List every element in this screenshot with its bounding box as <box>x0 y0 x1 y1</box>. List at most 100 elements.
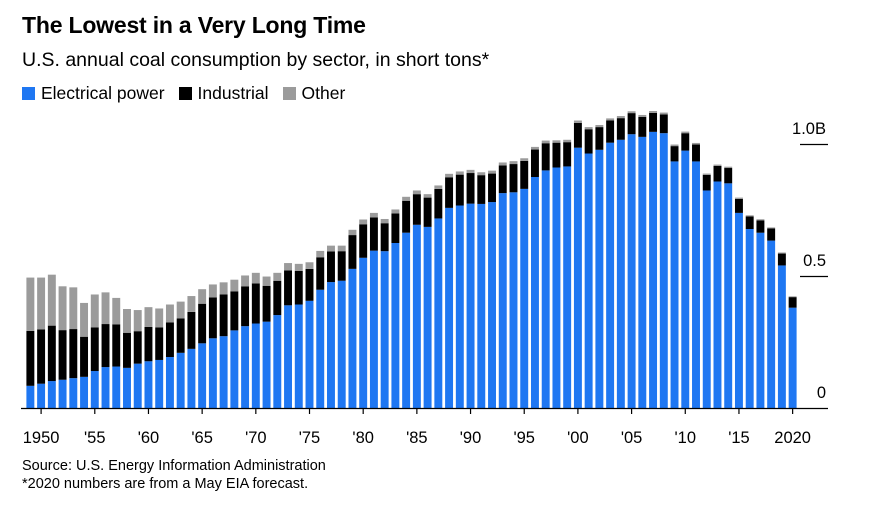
bar-other-1988 <box>445 173 454 178</box>
bar-other-1984 <box>402 196 411 201</box>
bar-other-1957 <box>112 297 121 325</box>
bar-industrial-2020 <box>788 297 797 308</box>
legend-item-other: Other <box>282 83 345 104</box>
bar-other-1956 <box>101 292 110 325</box>
x-tick-label-2010: '10 <box>675 429 697 447</box>
bar-industrial-1972 <box>273 280 282 316</box>
bar-other-2015 <box>734 197 743 199</box>
bar-other-2010 <box>681 131 690 134</box>
bar-other-1954 <box>80 302 89 337</box>
bar-electrical-power-1958 <box>123 367 131 408</box>
bar-industrial-1986 <box>423 197 432 227</box>
bar-other-1990 <box>466 169 475 174</box>
bar-electrical-power-1977 <box>327 282 335 408</box>
bar-electrical-power-1961 <box>155 359 164 408</box>
bar-electrical-power-2015 <box>734 212 743 408</box>
y-tick-label-0.5: 0.5 <box>803 252 826 270</box>
bar-industrial-1955 <box>90 327 99 372</box>
bar-electrical-power-2016 <box>745 229 754 408</box>
bar-electrical-power-1988 <box>445 207 454 408</box>
bar-electrical-power-2009 <box>670 161 679 408</box>
bar-industrial-2012 <box>702 174 711 191</box>
bar-industrial-1970 <box>251 283 260 324</box>
bar-industrial-1968 <box>230 291 239 331</box>
bar-other-1995 <box>520 158 529 161</box>
legend-label-electrical-power: Electrical power <box>41 83 165 103</box>
bar-other-2002 <box>595 124 604 128</box>
bar-electrical-power-1982 <box>380 251 389 408</box>
bar-other-2014 <box>724 166 733 169</box>
bar-industrial-1996 <box>530 149 539 177</box>
bar-industrial-2003 <box>606 120 615 143</box>
bar-other-1958 <box>123 309 131 333</box>
bar-other-1969 <box>241 275 250 287</box>
bar-other-1973 <box>284 263 292 271</box>
bar-other-1983 <box>391 209 400 214</box>
legend-swatch-industrial <box>178 87 192 100</box>
bar-industrial-1976 <box>316 257 325 290</box>
bar-industrial-1979 <box>348 235 357 269</box>
bar-electrical-power-1980 <box>359 257 368 408</box>
forecast-note: *2020 numbers are from a May EIA forecas… <box>22 476 309 492</box>
bar-industrial-1998 <box>552 142 561 168</box>
bar-industrial-1990 <box>466 173 475 204</box>
bar-other-2006 <box>638 114 647 117</box>
bar-other-2009 <box>670 144 679 147</box>
bar-other-1994 <box>509 161 518 165</box>
bar-other-1975 <box>305 262 314 269</box>
bar-other-1951 <box>47 274 56 326</box>
bar-industrial-2010 <box>681 133 690 151</box>
bar-industrial-1999 <box>563 142 572 167</box>
legend-label-industrial: Industrial <box>197 83 269 103</box>
bar-electrical-power-2002 <box>595 149 604 408</box>
x-tick-label-2005: '05 <box>621 429 643 447</box>
bar-electrical-power-1950 <box>37 383 46 408</box>
bar-industrial-2007 <box>649 112 658 132</box>
bar-electrical-power-2000 <box>573 147 582 408</box>
bar-other-1963 <box>176 301 185 319</box>
bar-industrial-1967 <box>219 294 228 337</box>
bar-other-1989 <box>455 171 464 175</box>
bar-electrical-power-1995 <box>520 188 529 408</box>
bar-electrical-power-1969 <box>241 326 250 408</box>
bar-other-1962 <box>165 304 174 323</box>
bar-other-1967 <box>219 282 228 295</box>
bar-electrical-power-1989 <box>455 205 464 408</box>
bar-industrial-1958 <box>123 332 131 368</box>
bar-industrial-1966 <box>208 297 217 339</box>
bar-electrical-power-2012 <box>702 190 711 408</box>
bar-electrical-power-1975 <box>305 300 314 408</box>
bar-electrical-power-1952 <box>58 379 67 408</box>
bar-industrial-1993 <box>498 165 507 194</box>
bar-electrical-power-2008 <box>659 133 668 408</box>
bar-industrial-1957 <box>112 324 121 367</box>
bar-electrical-power-1968 <box>230 330 239 408</box>
bar-other-1985 <box>412 190 421 195</box>
bar-electrical-power-1996 <box>530 177 539 408</box>
bar-industrial-2008 <box>659 114 668 134</box>
x-tick-label-1975: '75 <box>299 429 321 447</box>
bar-other-1960 <box>144 307 153 327</box>
y-tick-label-0: 0 <box>817 384 826 402</box>
footer: Source: U.S. Energy Information Administ… <box>22 457 326 493</box>
bar-electrical-power-2010 <box>681 150 690 408</box>
bar-industrial-2011 <box>692 144 700 162</box>
bar-industrial-1949 <box>26 330 35 386</box>
bar-other-1981 <box>369 212 378 218</box>
bar-other-1987 <box>434 185 443 189</box>
bar-industrial-1989 <box>455 174 464 206</box>
bar-industrial-2017 <box>756 220 765 233</box>
bar-electrical-power-1962 <box>165 357 174 408</box>
bar-other-1953 <box>69 287 78 330</box>
bar-industrial-1952 <box>58 330 67 380</box>
bar-industrial-1960 <box>144 326 153 362</box>
bar-industrial-1985 <box>412 194 421 225</box>
bar-electrical-power-2011 <box>692 161 700 408</box>
bar-other-1997 <box>541 140 550 144</box>
bar-industrial-1974 <box>294 270 303 305</box>
bar-other-1965 <box>198 289 207 304</box>
bar-electrical-power-1957 <box>112 366 121 408</box>
bar-other-1998 <box>552 140 561 143</box>
bar-industrial-1954 <box>80 336 89 377</box>
bar-other-1955 <box>90 294 99 328</box>
